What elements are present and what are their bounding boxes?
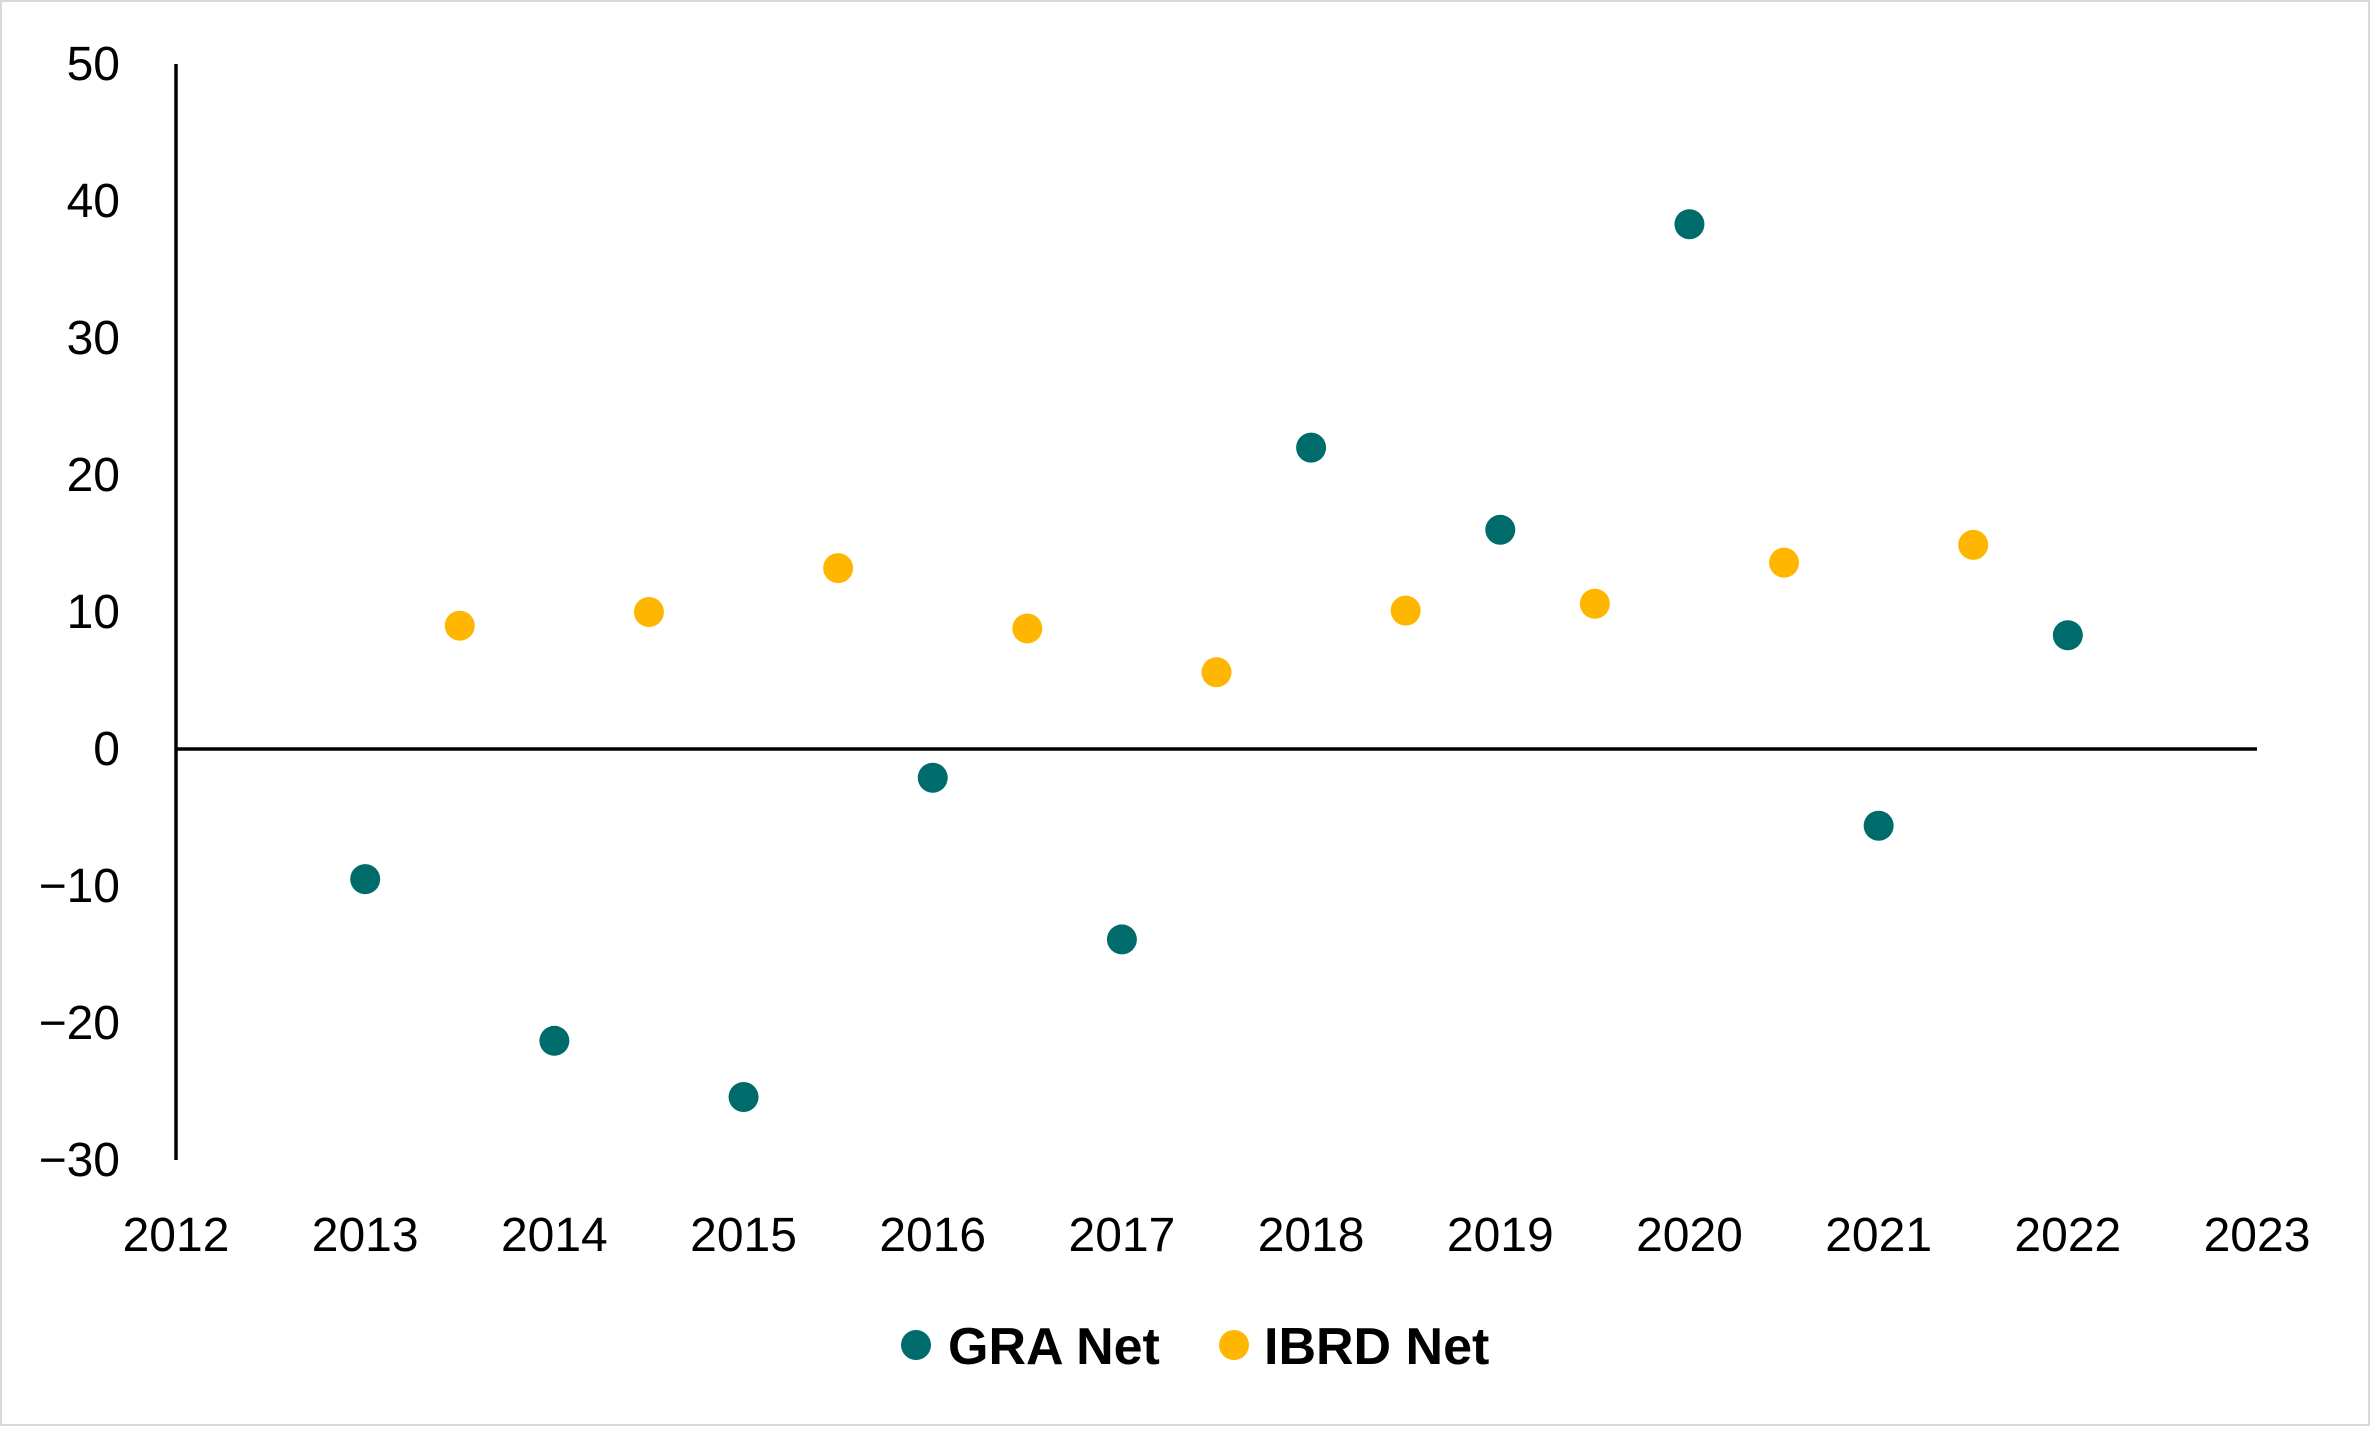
data-point: [1863, 810, 1894, 841]
y-tick-label: 10: [67, 586, 120, 639]
legend: GRA Net IBRD Net: [901, 1318, 1489, 1376]
data-point: [1485, 514, 1516, 545]
data-point: [539, 1025, 570, 1056]
y-tick-label: −10: [39, 860, 120, 913]
legend-label: IBRD Net: [1264, 1318, 1489, 1376]
data-point: [1296, 432, 1327, 463]
x-tick-label: 2013: [312, 1209, 419, 1262]
y-tick-label: 50: [67, 38, 120, 91]
axes-layer: [174, 64, 2257, 1160]
data-point: [1390, 595, 1421, 626]
data-point: [444, 610, 475, 641]
y-tick-label: −20: [39, 997, 120, 1050]
legend-item: IBRD Net: [1219, 1318, 1489, 1376]
y-tick-label: −30: [39, 1134, 120, 1187]
y-tick-label: 30: [67, 312, 120, 365]
x-tick-label: 2015: [690, 1209, 797, 1262]
data-point: [1958, 529, 1989, 560]
y-tick-label: 20: [67, 449, 120, 502]
x-tick-label: 2022: [2014, 1209, 2121, 1262]
data-point: [1012, 613, 1043, 644]
x-tick-label: 2021: [1825, 1209, 1932, 1262]
x-tick-label: 2018: [1258, 1209, 1365, 1262]
data-point: [917, 762, 948, 793]
data-point: [728, 1081, 759, 1112]
legend-marker: [901, 1330, 931, 1360]
x-tick-label: 2016: [879, 1209, 986, 1262]
data-point: [1201, 657, 1232, 688]
legend-label: GRA Net: [948, 1318, 1160, 1376]
data-point: [633, 597, 664, 627]
x-tick-label: 2017: [1069, 1209, 1176, 1262]
x-tick-label: 2012: [123, 1209, 230, 1262]
data-points: [350, 209, 2083, 1112]
data-point: [1674, 209, 1705, 240]
legend-marker: [1219, 1330, 1249, 1360]
data-point: [350, 864, 381, 895]
y-tick-label: 40: [67, 175, 120, 228]
series-ibrd-net: [444, 529, 1989, 688]
data-point: [823, 553, 854, 584]
data-point: [1106, 924, 1137, 955]
series-gra-net: [350, 209, 2083, 1112]
x-tick-label: 2020: [1636, 1209, 1743, 1262]
x-tick-label: 2014: [501, 1209, 608, 1262]
x-tick-label: 2023: [2204, 1209, 2311, 1262]
x-tick-label: 2019: [1447, 1209, 1554, 1262]
y-tick-label: 0: [93, 723, 120, 776]
data-point: [1769, 547, 1800, 578]
legend-item: GRA Net: [901, 1318, 1160, 1376]
data-point: [2052, 620, 2083, 651]
data-point: [1579, 588, 1610, 619]
